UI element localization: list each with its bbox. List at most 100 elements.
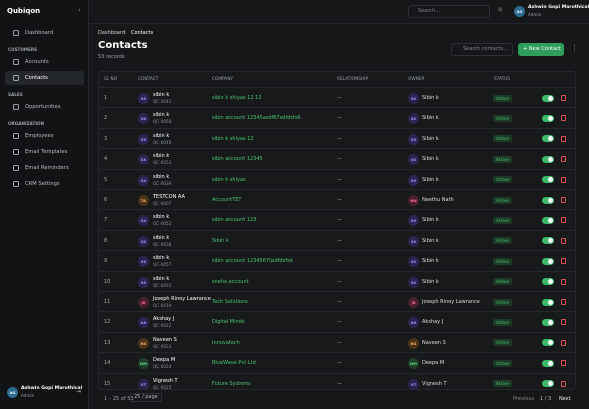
company[interactable]: sibin account 12345asdf67sdfdsfs6 (212, 115, 301, 122)
delete-button[interactable] (561, 197, 566, 203)
delete-button[interactable] (561, 237, 566, 244)
contact-name[interactable]: sibin k (153, 92, 170, 98)
page-size[interactable]: 25 / page (130, 393, 162, 402)
table-row[interactable]: 3 SK sibin k QC-0040 sibin k shiyas 12— SK Sib… (98, 127, 576, 148)
table-row[interactable]: 1 SK sibin k QC-0041 sibin k shiyas 12.12 — SK… (98, 87, 576, 107)
table-row[interactable]: 13 NS Naveen S QC-0023 Innovatech — NS Naveen S… (98, 331, 576, 352)
status-toggle[interactable] (542, 176, 554, 184)
status-toggle[interactable] (542, 257, 554, 265)
status-toggle[interactable] (542, 94, 554, 102)
delete-button[interactable] (561, 319, 566, 326)
column-header[interactable]: COMPANY (212, 77, 234, 82)
delete-button[interactable] (561, 299, 566, 305)
nav-item[interactable]: Dashboard (5, 26, 84, 40)
contact-name[interactable]: sibin k (153, 255, 170, 262)
status-toggle[interactable] (542, 359, 554, 367)
contact-name[interactable]: sibin k (153, 132, 170, 139)
table-row[interactable]: 8 SK sibin k QC-0038 Sibin k — SK Sibin k Active (98, 229, 576, 250)
contact-name[interactable]: sibin k (153, 112, 170, 119)
column-header[interactable]: SL NO (104, 77, 118, 82)
company[interactable]: sibin account 123 (212, 217, 257, 224)
status-toggle[interactable] (542, 380, 554, 388)
delete-button[interactable] (561, 278, 566, 285)
company[interactable]: Future Systems (212, 380, 251, 387)
column-header[interactable]: OWNER (408, 77, 425, 82)
collapse[interactable]: ‹ (78, 6, 81, 14)
column-header[interactable]: STATUS (494, 77, 511, 82)
delete-button[interactable] (561, 258, 566, 265)
nav-item[interactable]: Employees (5, 129, 84, 143)
company[interactable]: Digital Minds (212, 319, 245, 326)
table-row[interactable]: 4 SK sibin k QC-0053 sibin account 12345— SK S… (98, 148, 576, 168)
contact-name[interactable]: sibin k (153, 275, 170, 282)
table-row[interactable]: 12 AK Akshay J QC-0022 Digital Minds — AK Aksha… (98, 311, 576, 331)
status-toggle[interactable] (542, 155, 554, 163)
delete-button[interactable] (561, 360, 566, 367)
nav-item[interactable]: Accounts (5, 55, 84, 69)
new-contact-button[interactable]: + New Contact (518, 43, 564, 56)
delete-button[interactable] (561, 176, 566, 183)
company[interactable]: Innovatech (212, 339, 240, 346)
delete-button[interactable] (561, 95, 566, 101)
contact-name[interactable]: Vignesh T (153, 377, 178, 384)
breadcrumb-link[interactable]: Dashboard (98, 30, 126, 36)
status-toggle[interactable] (542, 114, 554, 122)
status-toggle[interactable] (542, 339, 554, 347)
status-toggle[interactable] (542, 318, 554, 326)
status-toggle[interactable] (542, 298, 554, 306)
contact-name[interactable]: Deepa M (153, 357, 176, 364)
global-search[interactable]: Search... (408, 5, 490, 18)
company[interactable]: sneha account (212, 278, 249, 285)
table-row[interactable]: 14 DM Deepa M QC-0024 BlueWave Pvt Ltd — DM Dee… (98, 352, 576, 372)
contact-name[interactable]: TESTCON AA (153, 194, 185, 200)
table-row[interactable]: 15 VT Vignesh T QC-0025 Future Systems — VT Vig… (98, 372, 576, 393)
company[interactable]: sibin k shiyas 12.12 (212, 95, 262, 101)
contact-search[interactable]: Search contacts... (451, 43, 513, 56)
delete-button[interactable] (561, 156, 566, 163)
more-menu[interactable]: ⋮ (571, 44, 578, 52)
column-header[interactable]: RELATIONSHIP (337, 77, 369, 82)
company[interactable]: BlueWave Pvt Ltd (212, 360, 256, 367)
prev-button[interactable]: Previous (513, 396, 535, 402)
delete-button[interactable] (561, 217, 566, 224)
company[interactable]: AccountTET (212, 197, 242, 203)
delete-button[interactable] (561, 339, 566, 346)
company[interactable]: Sibin k (212, 237, 229, 244)
contact-name[interactable]: Akshay J (153, 316, 175, 323)
table-row[interactable]: 5 SK sibin k QC-0039 sibin k shiyas — SK Sibin … (98, 168, 576, 189)
contact-name[interactable]: Naveen S (153, 336, 177, 343)
status-toggle[interactable] (542, 278, 554, 286)
contact-name[interactable]: sibin k (153, 153, 170, 160)
contact-name[interactable]: sibin k (153, 214, 170, 221)
table-row[interactable]: 6 TA TESTCON AA QC-0007 AccountTET — NN Neethu … (98, 189, 576, 209)
delete-button[interactable] (561, 115, 566, 122)
contact-name[interactable]: sibin k (153, 234, 170, 241)
company[interactable]: sibin k shiyas 12 (212, 135, 254, 142)
table-row[interactable]: 11 JR Joseph Rinoy Lawrance QC-0019 Tech Sol… (98, 291, 576, 311)
status-toggle[interactable] (542, 196, 554, 204)
nav-item[interactable]: Opportunities (5, 100, 84, 114)
contact-name[interactable]: Joseph Rinoy Lawrance (153, 296, 211, 302)
status-toggle[interactable] (542, 135, 554, 143)
table-row[interactable]: 2 SK sibin k QC-0058 sibin account 12345asdf… (98, 107, 576, 127)
next-button[interactable]: Next (559, 396, 571, 402)
company[interactable]: sibin account 1234567ljsdfdsfsd (212, 258, 293, 265)
nav-item[interactable]: Email Templates (5, 145, 84, 159)
contact-name[interactable]: sibin k (153, 173, 170, 180)
nav-item[interactable]: Contacts (5, 71, 84, 85)
status-toggle[interactable] (542, 216, 554, 224)
nav-item[interactable]: CRM Settings (5, 177, 84, 191)
delete-button[interactable] (561, 380, 566, 387)
company[interactable]: Tech Solutions (212, 299, 248, 305)
nav-item[interactable]: Email Reminders (5, 161, 84, 175)
company[interactable]: sibin k shiyas (212, 176, 246, 183)
logout[interactable]: ⇥ (76, 388, 82, 395)
table-row[interactable]: 9 SK sibin k QC-0057 sibin account 1234567lj… (98, 250, 576, 270)
theme-toggle[interactable]: ☼ (497, 6, 504, 14)
table-row[interactable]: 7 SK sibin k QC-0052 sibin account 123— SK Sib… (98, 209, 576, 229)
status-toggle[interactable] (542, 237, 554, 245)
table-row[interactable]: 10 SK sibin k QC-0055 sneha account — SK Sibin … (98, 270, 576, 291)
company[interactable]: sibin account 12345 (212, 156, 263, 163)
delete-button[interactable] (561, 135, 566, 142)
column-header[interactable]: CONTACT (138, 77, 159, 82)
